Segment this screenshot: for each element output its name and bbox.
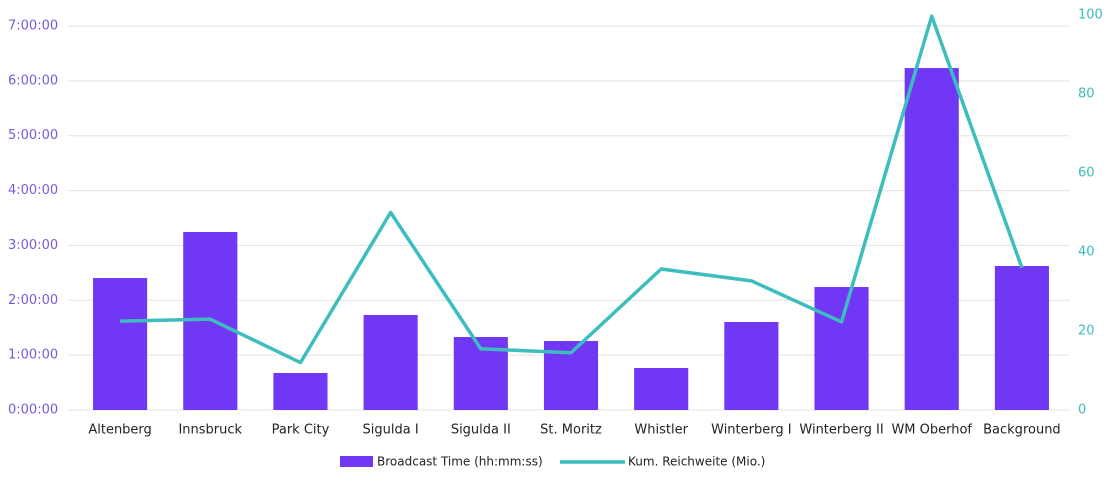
legend-label: Kum. Reichweite (Mio.) bbox=[628, 455, 765, 469]
y2-tick-label: 0 bbox=[1078, 403, 1086, 418]
bar bbox=[273, 372, 328, 410]
y2-tick-label: 20 bbox=[1078, 324, 1095, 339]
y-tick-label: 4:00:00 bbox=[8, 183, 58, 198]
bar bbox=[724, 322, 779, 410]
y2-tick-label: 40 bbox=[1078, 245, 1095, 260]
x-tick-label: Park City bbox=[272, 423, 330, 438]
y2-tick-label: 60 bbox=[1078, 166, 1095, 181]
x-tick-label: Sigulda II bbox=[451, 423, 511, 438]
bar bbox=[904, 68, 959, 411]
y-tick-label: 5:00:00 bbox=[8, 128, 58, 143]
y-tick-label: 2:00:00 bbox=[8, 293, 58, 308]
x-tick-label: Altenberg bbox=[88, 423, 151, 438]
x-tick-label: Winterberg II bbox=[799, 423, 883, 438]
x-tick-label: St. Moritz bbox=[540, 423, 602, 438]
y-tick-label: 7:00:00 bbox=[8, 19, 58, 34]
y2-tick-label: 100 bbox=[1078, 8, 1103, 23]
y-tick-label: 6:00:00 bbox=[8, 73, 58, 88]
bar bbox=[634, 368, 689, 410]
bar bbox=[994, 266, 1049, 410]
y-tick-label: 3:00:00 bbox=[8, 238, 58, 253]
bar bbox=[363, 314, 418, 410]
y2-tick-label: 80 bbox=[1078, 87, 1095, 102]
x-tick-label: Background bbox=[983, 423, 1061, 438]
line bbox=[120, 14, 1024, 365]
x-tick-label: Innsbruck bbox=[178, 423, 242, 438]
x-tick-label: Sigulda I bbox=[363, 423, 419, 438]
x-tick-label: Whistler bbox=[634, 423, 688, 438]
y-tick-label: 1:00:00 bbox=[8, 348, 58, 363]
legend-swatch bbox=[340, 456, 373, 467]
bar bbox=[93, 278, 148, 410]
bar bbox=[814, 287, 869, 410]
x-tick-label: WM Oberhof bbox=[891, 423, 972, 438]
legend-label: Broadcast Time (hh:mm:ss) bbox=[377, 455, 543, 469]
x-tick-label: Winterberg I bbox=[711, 423, 791, 438]
y-tick-label: 0:00:00 bbox=[8, 403, 58, 418]
